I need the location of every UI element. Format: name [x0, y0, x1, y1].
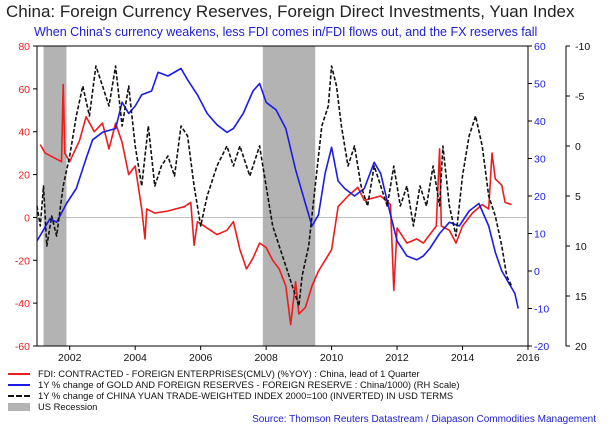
x-tick-label-3: 2008 — [254, 352, 278, 364]
x-tick-label-5: 2012 — [385, 352, 409, 364]
far-right-tick-label-2: 10 — [575, 241, 587, 253]
legend-label-recession: US Recession — [38, 401, 98, 412]
x-tick-label-1: 2004 — [124, 352, 148, 364]
far-right-tick-label-5: -5 — [575, 91, 584, 103]
legend-label-reserves: 1Y % change of GOLD AND FOREIGN RESERVES… — [38, 379, 460, 390]
legend-swatch-fdi — [8, 372, 30, 375]
right-tick-label-4: 20 — [534, 191, 546, 203]
legend-swatch-yuan — [8, 394, 30, 397]
x-tick-label-4: 2010 — [320, 352, 344, 364]
chart-subtitle: When China's currency weakens, less FDI … — [34, 25, 538, 39]
legend-label-yuan: 1Y % change of CHINA YUAN TRADE-WEIGHTED… — [38, 390, 454, 401]
x-tick-label-0: 2002 — [58, 352, 82, 364]
far-right-tick-label-0: 20 — [575, 341, 587, 353]
left-tick-label-6: 60 — [18, 84, 30, 96]
far-right-tick-label-1: 15 — [575, 291, 587, 303]
left-tick-label-2: -20 — [15, 255, 30, 267]
far-right-tick-label-6: -10 — [575, 41, 590, 53]
left-tick-label-4: 20 — [18, 170, 30, 182]
recession-band-1 — [262, 46, 316, 346]
far-right-tick-label-3: 5 — [575, 191, 581, 203]
left-tick-label-5: 40 — [18, 127, 30, 139]
left-tick-label-0: -60 — [15, 341, 30, 353]
right-tick-label-0: -20 — [534, 341, 549, 353]
legend-item-recession: US Recession — [8, 401, 460, 412]
legend-item-yuan: 1Y % change of CHINA YUAN TRADE-WEIGHTED… — [8, 390, 460, 401]
legend-swatch-recession — [8, 402, 30, 411]
x-tick-label-6: 2014 — [451, 352, 475, 364]
reserves-line — [36, 67, 519, 309]
right-tick-label-1: -10 — [534, 304, 549, 316]
recession-band-0 — [43, 46, 67, 346]
chart-title: China: Foreign Currency Reserves, Foreig… — [6, 2, 575, 21]
left-tick-label-1: -40 — [15, 298, 30, 310]
right-tick-label-3: 10 — [534, 229, 546, 241]
legend-label-fdi: FDI: CONTRACTED - FOREIGN ENTERPRISES(CM… — [38, 368, 420, 379]
legend-item-fdi: FDI: CONTRACTED - FOREIGN ENTERPRISES(CM… — [8, 368, 460, 379]
x-tick-label-2: 2006 — [189, 352, 213, 364]
left-tick-label-7: 80 — [18, 41, 30, 53]
right-tick-label-2: 0 — [534, 266, 540, 278]
right-tick-label-6: 40 — [534, 116, 546, 128]
right-tick-label-8: 60 — [534, 41, 546, 53]
right-tick-label-5: 30 — [534, 154, 546, 166]
left-tick-label-3: 0 — [24, 212, 30, 224]
far-right-tick-label-4: 0 — [575, 141, 581, 153]
x-tick-label-7: 2016 — [516, 352, 540, 364]
fdi-line — [39, 83, 512, 326]
legend-swatch-reserves — [8, 383, 30, 386]
legend: FDI: CONTRACTED - FOREIGN ENTERPRISES(CM… — [8, 368, 460, 412]
source-note: Source: Thomson Reuters Datastream / Dia… — [252, 414, 596, 425]
legend-item-reserves: 1Y % change of GOLD AND FOREIGN RESERVES… — [8, 379, 460, 390]
right-tick-label-7: 50 — [534, 79, 546, 91]
